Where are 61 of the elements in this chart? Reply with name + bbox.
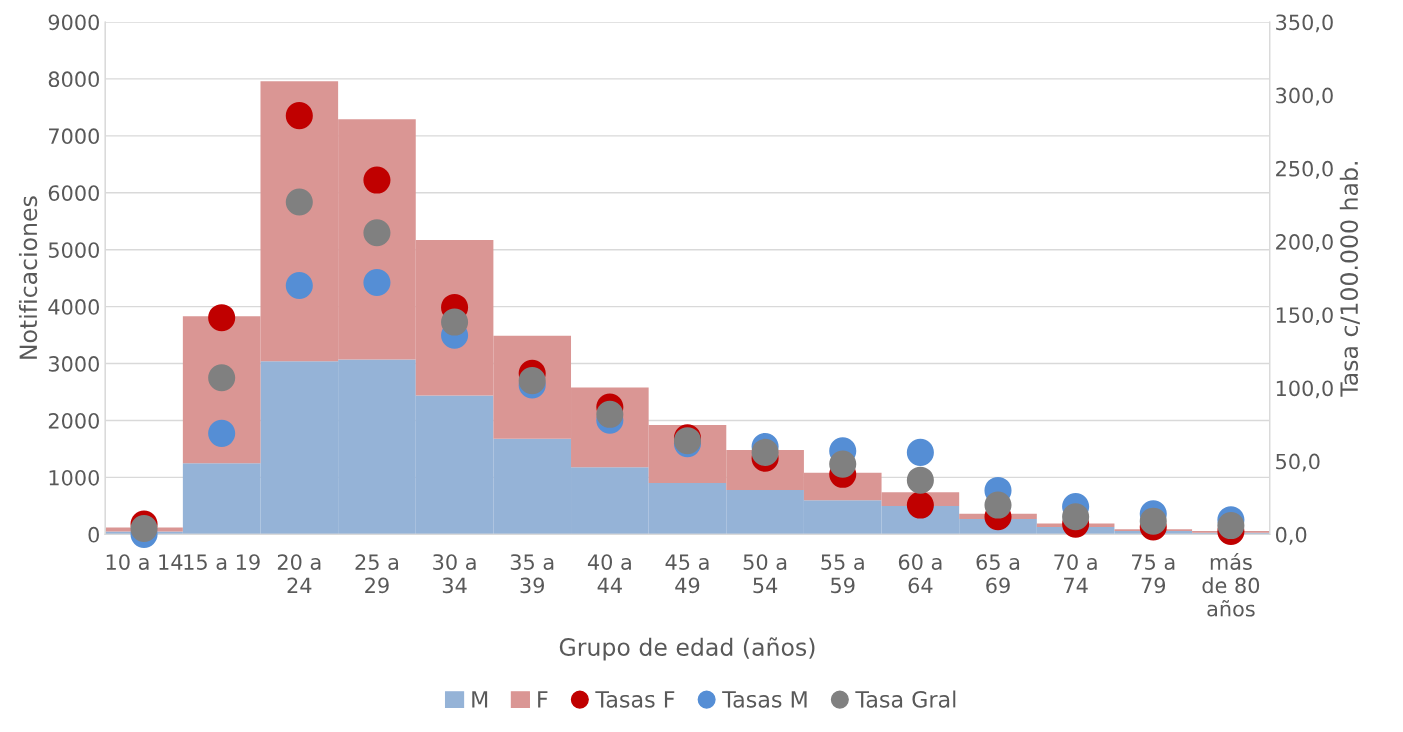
- y-tick-label: 9000: [48, 14, 99, 31]
- y2-tick-label: 350,0: [1276, 14, 1333, 33]
- x-tick-label: 45 a 49: [665, 554, 709, 594]
- point: [751, 438, 779, 466]
- y2-tick-label: 100,0: [1276, 380, 1333, 399]
- x-tick-label: 60 a 64: [898, 554, 942, 594]
- point: [285, 188, 313, 216]
- legend-label: Tasas F: [595, 691, 675, 708]
- y-tick-label: 7000: [49, 128, 99, 145]
- x-tick-label: 75 a 79: [1132, 554, 1175, 594]
- point: [906, 466, 934, 494]
- x-tick-label: 30 a 34: [433, 554, 476, 594]
- legend-label: F: [538, 691, 548, 708]
- point: [208, 364, 236, 392]
- point: [441, 308, 469, 336]
- y2-tick-label: 50,0: [1276, 453, 1320, 472]
- y-tick-label: 2000: [48, 412, 99, 429]
- y-tick-label: 3000: [48, 356, 99, 372]
- x-tick-label: 40 a 44: [587, 554, 631, 593]
- point: [130, 514, 158, 543]
- x-tick-label: 20 a 24: [277, 554, 321, 593]
- y2-tick-label: 250,0: [1276, 160, 1333, 179]
- point: [1062, 503, 1090, 531]
- x-tick-label: 50 a 54: [743, 554, 787, 594]
- y2-tick-label: 300,0: [1276, 87, 1333, 106]
- y2-tick-label: 150,0: [1276, 307, 1333, 326]
- point: [829, 450, 857, 478]
- x-tick-label: 70 a 74: [1054, 554, 1097, 593]
- x-tick-label: 65 a 69: [976, 554, 1020, 594]
- legend-label: M: [472, 691, 488, 708]
- x-tick-label: 10 a 14: [106, 554, 183, 570]
- x-tick-label: 15 a 19: [184, 554, 260, 570]
- point: [1217, 512, 1245, 540]
- x-tick-label: 25 a 29: [355, 554, 398, 594]
- y-tick-label: 0: [88, 526, 99, 543]
- point: [984, 491, 1012, 519]
- x-tick-label: 55 a 59: [821, 554, 864, 594]
- point: [363, 219, 391, 247]
- x-axis-title: Grupo de edad (años): [559, 637, 815, 661]
- point: [363, 269, 391, 297]
- y-tick-label: 1000: [49, 469, 99, 486]
- x-tick-label: más de 80 años: [1202, 552, 1260, 617]
- y-tick-label: 6000: [48, 185, 99, 201]
- point: [906, 491, 934, 519]
- point: [906, 438, 934, 466]
- y-tick-label: 4000: [48, 299, 99, 315]
- y-axis-title: Notificaciones: [18, 196, 38, 359]
- legend-label: Tasas M: [722, 691, 807, 708]
- y-tick-label: 5000: [48, 242, 99, 258]
- legend-label: Tasa Gral: [855, 690, 956, 708]
- y2-axis-title: Tasa c/100.000 hab.: [1339, 162, 1360, 397]
- y2-tick-label: 200,0: [1276, 234, 1333, 252]
- point: [285, 271, 313, 300]
- point: [363, 166, 391, 194]
- point: [285, 102, 313, 130]
- point: [208, 419, 236, 447]
- x-tick-label: 35 a 39: [510, 554, 554, 594]
- y-tick-label: 8000: [48, 71, 99, 88]
- point: [1139, 507, 1167, 535]
- point: [208, 304, 236, 332]
- y2-tick-label: 0,0: [1275, 526, 1307, 545]
